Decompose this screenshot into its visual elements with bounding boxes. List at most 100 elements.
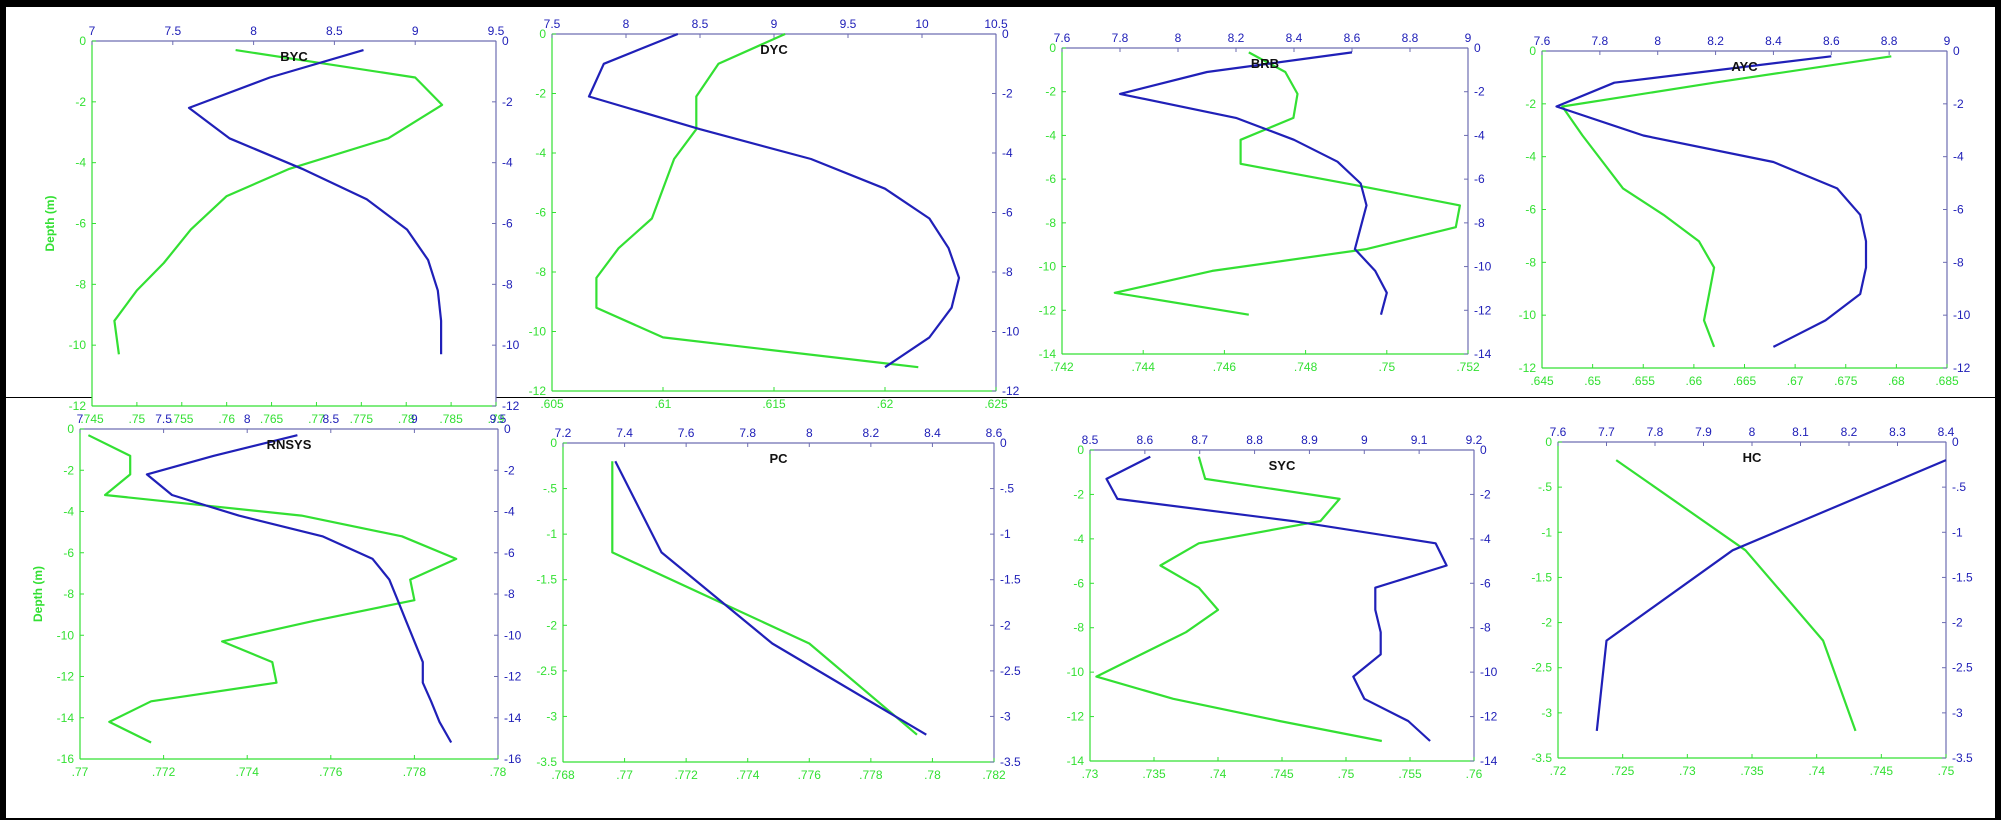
- left-depth-tick-label: -1: [1541, 525, 1552, 539]
- right-depth-tick-label: -14: [1474, 347, 1492, 361]
- green-tick-label: .75: [1338, 767, 1355, 781]
- blue-tick-label: 7: [89, 24, 96, 38]
- green-tick-label: .72: [1550, 764, 1567, 778]
- right-depth-tick-label: 0: [1000, 436, 1007, 450]
- left-depth-tick-label: -10: [57, 628, 75, 642]
- green-tick-label: .772: [152, 765, 176, 779]
- blue-tick-label: 9: [1465, 31, 1472, 45]
- green-series-line: [1615, 459, 1857, 732]
- green-tick-label: .65: [1584, 374, 1601, 388]
- right-depth-tick-label: -6: [504, 546, 515, 560]
- right-depth-tick-label: -10: [1480, 665, 1498, 679]
- green-tick-label: .755: [170, 412, 194, 426]
- green-series-line: [1095, 456, 1383, 743]
- left-depth-tick-label: -14: [1039, 347, 1057, 361]
- left-depth-tick-label: -6: [535, 206, 546, 220]
- left-depth-tick-label: -4: [75, 156, 86, 170]
- blue-tick-label: 8.2: [863, 426, 880, 440]
- plot-area: [1541, 50, 1948, 369]
- left-depth-tick-label: -4: [63, 505, 74, 519]
- right-depth-tick-label: -1.5: [1000, 573, 1021, 587]
- blue-tick-label: 8.6: [1823, 34, 1840, 48]
- chart-title: BRB: [1251, 56, 1279, 71]
- blue-tick-label: 8.6: [1344, 31, 1361, 45]
- right-depth-tick-label: -10: [504, 628, 522, 642]
- green-tick-label: .67: [1787, 374, 1804, 388]
- right-depth-tick-label: 0: [504, 422, 511, 436]
- green-tick-label: .665: [1733, 374, 1757, 388]
- blue-tick-label: 8: [1749, 425, 1756, 439]
- left-depth-tick-label: -.5: [1538, 480, 1552, 494]
- right-depth-tick-label: 0: [1480, 443, 1487, 457]
- right-depth-tick-label: -2: [1000, 618, 1011, 632]
- blue-tick-label: 8.4: [1938, 425, 1955, 439]
- right-depth-tick-label: -8: [1474, 216, 1485, 230]
- blue-tick-label: 8.1: [1792, 425, 1809, 439]
- right-depth-tick-label: -2: [502, 95, 513, 109]
- green-tick-label: .645: [1530, 374, 1554, 388]
- blue-series-line: [614, 460, 927, 736]
- left-depth-tick-label: 0: [550, 436, 557, 450]
- green-tick-label: .752: [1456, 360, 1480, 374]
- y-axis-label: Depth (m): [31, 566, 45, 622]
- left-depth-tick-label: -12: [1067, 710, 1085, 724]
- blue-series-line: [587, 32, 961, 369]
- left-depth-tick-label: -12: [69, 399, 87, 413]
- green-tick-label: .78: [924, 768, 941, 782]
- green-tick-label: .744: [1132, 360, 1156, 374]
- left-depth-tick-label: -2: [546, 618, 557, 632]
- right-depth-tick-label: -6: [502, 217, 513, 231]
- blue-tick-label: 8: [806, 426, 813, 440]
- right-depth-tick-label: -8: [504, 587, 515, 601]
- right-depth-tick-label: -.5: [1952, 480, 1966, 494]
- green-series-line: [87, 434, 458, 744]
- green-tick-label: .73: [1679, 764, 1696, 778]
- blue-tick-label: 8.2: [1228, 31, 1245, 45]
- blue-tick-label: 7.7: [1598, 425, 1615, 439]
- green-tick-label: .745: [80, 412, 104, 426]
- right-depth-tick-label: -12: [504, 670, 522, 684]
- right-depth-tick-label: -2: [1474, 85, 1485, 99]
- blue-tick-label: 7.5: [544, 17, 561, 31]
- blue-tick-label: 8.8: [1402, 31, 1419, 45]
- left-depth-tick-label: -2: [1045, 85, 1056, 99]
- plot-area: [1061, 47, 1469, 355]
- blue-tick-label: 9.5: [840, 17, 857, 31]
- right-depth-tick-label: -4: [1953, 150, 1964, 164]
- right-depth-tick-label: 0: [1002, 27, 1009, 41]
- plot-syc: .73 .735 .74 .745 .75 .755 .76 8.5 8.6 8.7 8.8 8.9 9…: [1067, 433, 1498, 781]
- blue-tick-label: 9: [412, 24, 419, 38]
- green-tick-label: .625: [984, 397, 1008, 411]
- left-depth-tick-label: -1: [546, 527, 557, 541]
- left-depth-tick-label: -4: [1525, 150, 1536, 164]
- green-tick-label: .768: [551, 768, 575, 782]
- blue-tick-label: 7.8: [739, 426, 756, 440]
- blue-tick-label: 8.4: [1286, 31, 1303, 45]
- right-depth-tick-label: -16: [504, 752, 522, 766]
- right-depth-tick-label: -8: [502, 277, 513, 291]
- blue-tick-label: 8: [244, 412, 251, 426]
- left-depth-tick-label: -8: [1045, 216, 1056, 230]
- right-depth-tick-label: -4: [1480, 532, 1491, 546]
- blue-tick-label: 8.4: [924, 426, 941, 440]
- chart-title: HC: [1743, 450, 1762, 465]
- plot-ayc: .645 .65 .655 .66 .665 .67 .675 .68 .685 7.6 7.8 8 8…: [1519, 34, 1971, 388]
- left-depth-tick-label: -6: [63, 546, 74, 560]
- green-tick-label: .77: [308, 412, 325, 426]
- green-tick-label: .775: [350, 412, 374, 426]
- blue-tick-label: 7.6: [1550, 425, 1567, 439]
- blue-tick-label: 7: [77, 412, 84, 426]
- left-depth-tick-label: -2.5: [1531, 661, 1552, 675]
- right-depth-tick-label: -1.5: [1952, 570, 1973, 584]
- blue-tick-label: 8.3: [1889, 425, 1906, 439]
- right-depth-tick-label: -10: [1953, 308, 1971, 322]
- left-depth-tick-label: 0: [1049, 41, 1056, 55]
- green-series-line: [595, 32, 919, 369]
- chart-title: SYC: [1269, 458, 1296, 473]
- plot-brb: .742 .744 .746 .748 .75 .752 7.6 7.8 8 8.2 8.4 8.6 8…: [1039, 31, 1492, 374]
- right-depth-tick-label: -12: [502, 399, 520, 413]
- blue-tick-label: 8.5: [322, 412, 339, 426]
- blue-tick-label: 7.2: [555, 426, 572, 440]
- left-depth-tick-label: -.5: [543, 482, 557, 496]
- blue-tick-label: 7.4: [616, 426, 633, 440]
